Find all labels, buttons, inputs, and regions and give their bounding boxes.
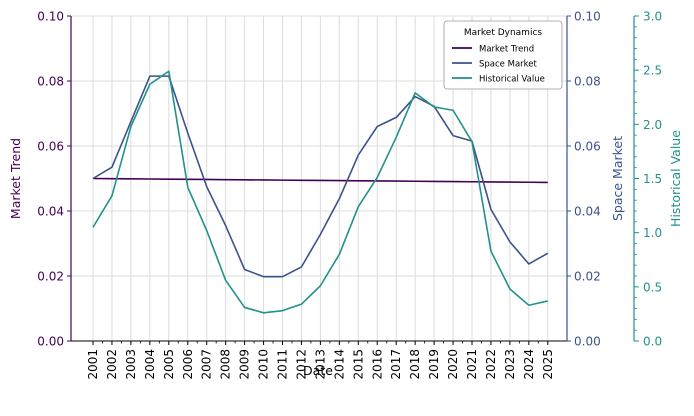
y-left-tick-label: 0.02 — [37, 270, 64, 284]
x-tick-label: 2012 — [294, 349, 308, 380]
y-left-tick-label: 0.04 — [37, 205, 64, 219]
x-tick-label: 2016 — [370, 349, 384, 380]
y-left-tick-label: 0.08 — [37, 75, 64, 89]
series-layer — [92, 70, 549, 314]
legend-entry-label: Space Market — [479, 60, 537, 70]
y-historical-axis-label: Historical Value — [668, 130, 683, 227]
y-left-tick-label: 0.00 — [37, 335, 64, 349]
x-tick-label: 2003 — [124, 349, 138, 380]
x-tick-label: 2017 — [389, 349, 403, 380]
grid-lines — [71, 15, 567, 342]
y-historical-tick-label: 3.0 — [643, 10, 662, 24]
x-tick-label: 2008 — [219, 349, 233, 380]
y-right-tick-label: 0.06 — [574, 140, 601, 154]
x-tick-label: 2022 — [484, 349, 498, 380]
x-tick-label: 2019 — [427, 349, 441, 380]
x-tick-label: 2010 — [257, 349, 271, 380]
axes-layer: 2001 2002 2003 2004 2005 2006 2007 2008 2009 2010… — [8, 10, 683, 380]
x-tick-label: 2015 — [351, 349, 365, 380]
y-right-tick-label: 0.02 — [574, 270, 601, 284]
x-tick-label: 2005 — [162, 349, 176, 380]
series-line-historical-value — [92, 70, 548, 314]
y-historical-tick-label: 1.5 — [643, 172, 662, 186]
y-historical-tick-label: 2.0 — [643, 118, 662, 132]
x-tick-label: 2007 — [200, 349, 214, 380]
y-right-tick-label: 0.08 — [574, 75, 601, 89]
x-tick-label: 2018 — [408, 349, 422, 380]
y-right-tick-label: 0.10 — [574, 10, 601, 24]
legend-entry-label: Market Trend — [479, 45, 534, 55]
y-historical-tick-label: 0.0 — [643, 335, 662, 349]
legend-entry-label: Historical Value — [479, 75, 545, 85]
x-tick-label: 2006 — [181, 349, 195, 380]
x-tick-label: 2021 — [465, 349, 479, 380]
series-line-market-trend — [92, 177, 548, 184]
y-left-tick-label: 0.10 — [37, 10, 64, 24]
y-right-tick-label: 0.00 — [574, 335, 601, 349]
x-tick-label: 2002 — [105, 349, 119, 380]
legend-box — [443, 20, 563, 90]
x-tick-label: 2013 — [313, 349, 327, 380]
x-tick-label: 2025 — [541, 349, 555, 380]
x-tick-label: 2004 — [143, 349, 157, 380]
x-tick-label: 2014 — [332, 349, 346, 380]
x-tick-label: 2001 — [86, 349, 100, 380]
x-tick-label: 2009 — [238, 349, 252, 380]
y-historical-tick-label: 2.5 — [643, 64, 662, 78]
x-tick-label: 2011 — [276, 349, 290, 380]
y-historical-tick-label: 0.5 — [643, 280, 662, 294]
x-tick-label: 2024 — [522, 349, 536, 380]
y-left-axis-label: Market Trend — [8, 138, 23, 219]
y-right-axis-label: Space Market — [610, 136, 625, 221]
y-right-tick-label: 0.04 — [574, 205, 601, 219]
x-axis-label: Date — [303, 363, 333, 378]
x-tick-label: 2020 — [446, 349, 460, 380]
legend: Market Dynamics Market Trend Space Market H… — [443, 20, 563, 90]
legend-title: Market Dynamics — [464, 28, 542, 38]
x-tick-label: 2023 — [503, 349, 517, 380]
y-left-tick-label: 0.06 — [37, 140, 64, 154]
y-historical-tick-label: 1.0 — [643, 226, 662, 240]
